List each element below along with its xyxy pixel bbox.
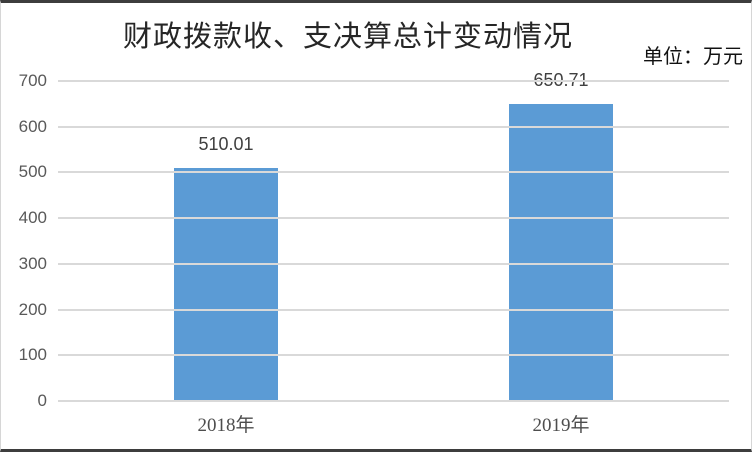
x-axis-label-2018: 2018年 [197,415,255,436]
y-tick-400: 400 [18,208,47,228]
bar-value-label-2018: 510.01 [198,133,254,154]
bar-group-2019: 650.71 2019年 [509,70,613,436]
gridline-300 [58,262,729,265]
gridline-600 [58,125,729,128]
unit-label: 单位：万元 [643,46,743,68]
gridline-500 [58,171,729,174]
y-tick-100: 100 [18,345,47,365]
y-tick-700: 700 [18,71,47,90]
y-axis: 0 100 200 300 400 500 600 700 [1,71,47,410]
chart-title: 财政拨款收、支决算总计变动情况 [122,21,574,53]
plot-area: 510.01 2018年 650.71 2019年 [58,70,729,436]
y-tick-0: 0 [37,391,47,410]
bar-2018 [174,167,278,401]
y-tick-200: 200 [18,299,47,319]
gridline-400 [58,217,729,220]
gridline-0 [58,400,729,402]
gridline-100 [58,354,729,357]
gridline-700 [58,80,729,82]
bar-2019 [509,103,613,401]
bar-group-2018: 510.01 2018年 [174,81,278,436]
y-tick-300: 300 [18,253,47,273]
y-tick-600: 600 [18,116,47,136]
gridline-200 [58,308,729,311]
y-tick-500: 500 [18,162,47,182]
bar-value-label-2019: 650.71 [533,69,589,90]
x-axis-label-2019: 2019年 [532,415,590,436]
